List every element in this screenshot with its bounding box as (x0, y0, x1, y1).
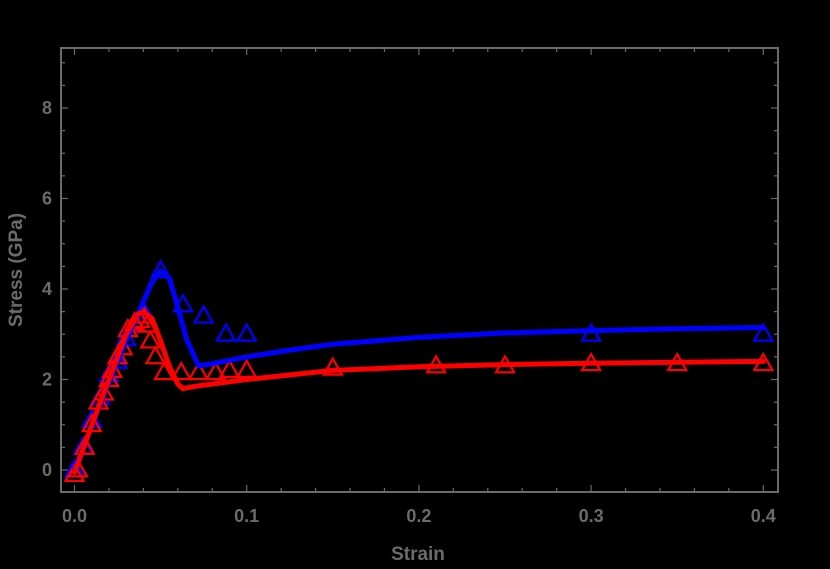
x-tick-label: 0.3 (579, 506, 604, 526)
triangle-marker (144, 345, 167, 365)
triangle-marker (235, 358, 258, 378)
triangle-marker (149, 259, 172, 279)
triangle-marker (170, 360, 193, 381)
triangle-marker (139, 329, 162, 349)
y-tick-label: 6 (42, 189, 52, 209)
triangle-marker (752, 322, 775, 342)
y-tick-label: 0 (42, 460, 52, 480)
x-tick-label: 0.2 (406, 506, 431, 526)
triangle-marker (192, 304, 215, 324)
triangle-marker (218, 358, 241, 378)
x-tick-label: 0.4 (751, 506, 776, 526)
triangle-marker (235, 322, 258, 342)
y-axis-title: Stress (GPa) (6, 213, 27, 327)
series-layer (63, 259, 775, 483)
y-tick-label: 8 (42, 98, 52, 118)
y-tick-labels: 0 2 4 6 8 (42, 98, 52, 480)
x-tick-label: 0.0 (62, 506, 87, 526)
x-tick-label: 0.1 (234, 506, 259, 526)
triangle-marker (321, 356, 344, 376)
blue-fit-line (72, 268, 766, 473)
y-tick-label: 4 (42, 279, 52, 299)
triangle-marker (204, 360, 227, 381)
red-fit-line (72, 309, 766, 475)
x-axis-title: Strain (391, 544, 445, 565)
triangle-marker (123, 311, 146, 331)
y-tick-label: 2 (42, 370, 52, 390)
triangle-marker (153, 360, 175, 381)
triangle-marker (73, 435, 96, 455)
triangle-marker (187, 360, 210, 381)
x-tick-labels: 0.0 0.1 0.2 0.3 0.4 (62, 506, 776, 526)
triangle-marker (215, 322, 237, 342)
axis-ticks (61, 48, 778, 492)
